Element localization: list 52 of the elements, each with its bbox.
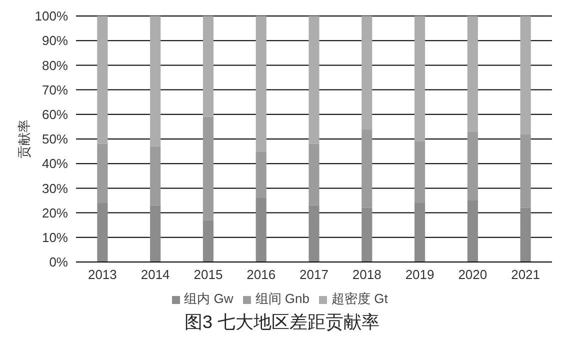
- x-tick-label: 2020: [458, 267, 488, 282]
- x-tick-label: 2019: [405, 267, 434, 282]
- bar: [308, 16, 320, 144]
- bar: [362, 129, 372, 208]
- y-axis-title: 贡献率: [16, 120, 32, 158]
- bar: [97, 16, 108, 144]
- y-tick-label: 50%: [42, 132, 68, 147]
- bar: [202, 16, 214, 117]
- legend-label: 超密度 Gt: [331, 291, 388, 306]
- x-tick-label: 2013: [88, 267, 117, 282]
- y-tick-label: 20%: [42, 205, 68, 220]
- y-tick-label: 70%: [42, 82, 68, 98]
- y-tick-label: 90%: [42, 33, 68, 48]
- x-tick-label: 2021: [511, 267, 540, 282]
- bar: [256, 198, 266, 262]
- text: 图3 七大地区差距贡献率: [183, 311, 380, 334]
- bar: [256, 16, 266, 152]
- bar: [362, 208, 372, 262]
- y-tick-label: 40%: [42, 156, 68, 172]
- bar: [150, 146, 161, 206]
- bar: [414, 16, 426, 142]
- bar: [97, 202, 108, 262]
- y-tick-label: 0%: [49, 254, 68, 270]
- y-tick-label: 80%: [42, 58, 68, 73]
- x-tick-label: 2014: [140, 267, 170, 282]
- bar: [202, 220, 214, 262]
- y-tick-label: 100%: [34, 8, 68, 24]
- bar: [520, 16, 531, 134]
- bar: [97, 144, 108, 203]
- bar: [414, 141, 426, 203]
- legend-label: 组内 Gw: [184, 291, 234, 306]
- x-tick-label: 2016: [246, 267, 276, 282]
- bar: [308, 144, 320, 206]
- x-tick-label: 2015: [194, 267, 223, 282]
- y-tick-label: 60%: [42, 107, 68, 122]
- bar: [467, 132, 478, 200]
- y-tick-label: 10%: [42, 230, 68, 246]
- bar: [308, 205, 320, 262]
- bar: [467, 200, 478, 262]
- bar: [150, 205, 161, 262]
- bar: [150, 16, 161, 146]
- x-tick-label: 2018: [352, 267, 382, 282]
- bar: [467, 16, 478, 132]
- y-tick-label: 30%: [42, 180, 68, 196]
- bar: [202, 116, 214, 220]
- bar: [256, 151, 266, 198]
- legend-label: 组间 Gnb: [255, 291, 310, 306]
- bar: [362, 16, 372, 130]
- x-tick-label: 2017: [300, 267, 328, 282]
- bar: [520, 208, 531, 262]
- bar: [520, 134, 531, 208]
- bar: [414, 202, 426, 262]
